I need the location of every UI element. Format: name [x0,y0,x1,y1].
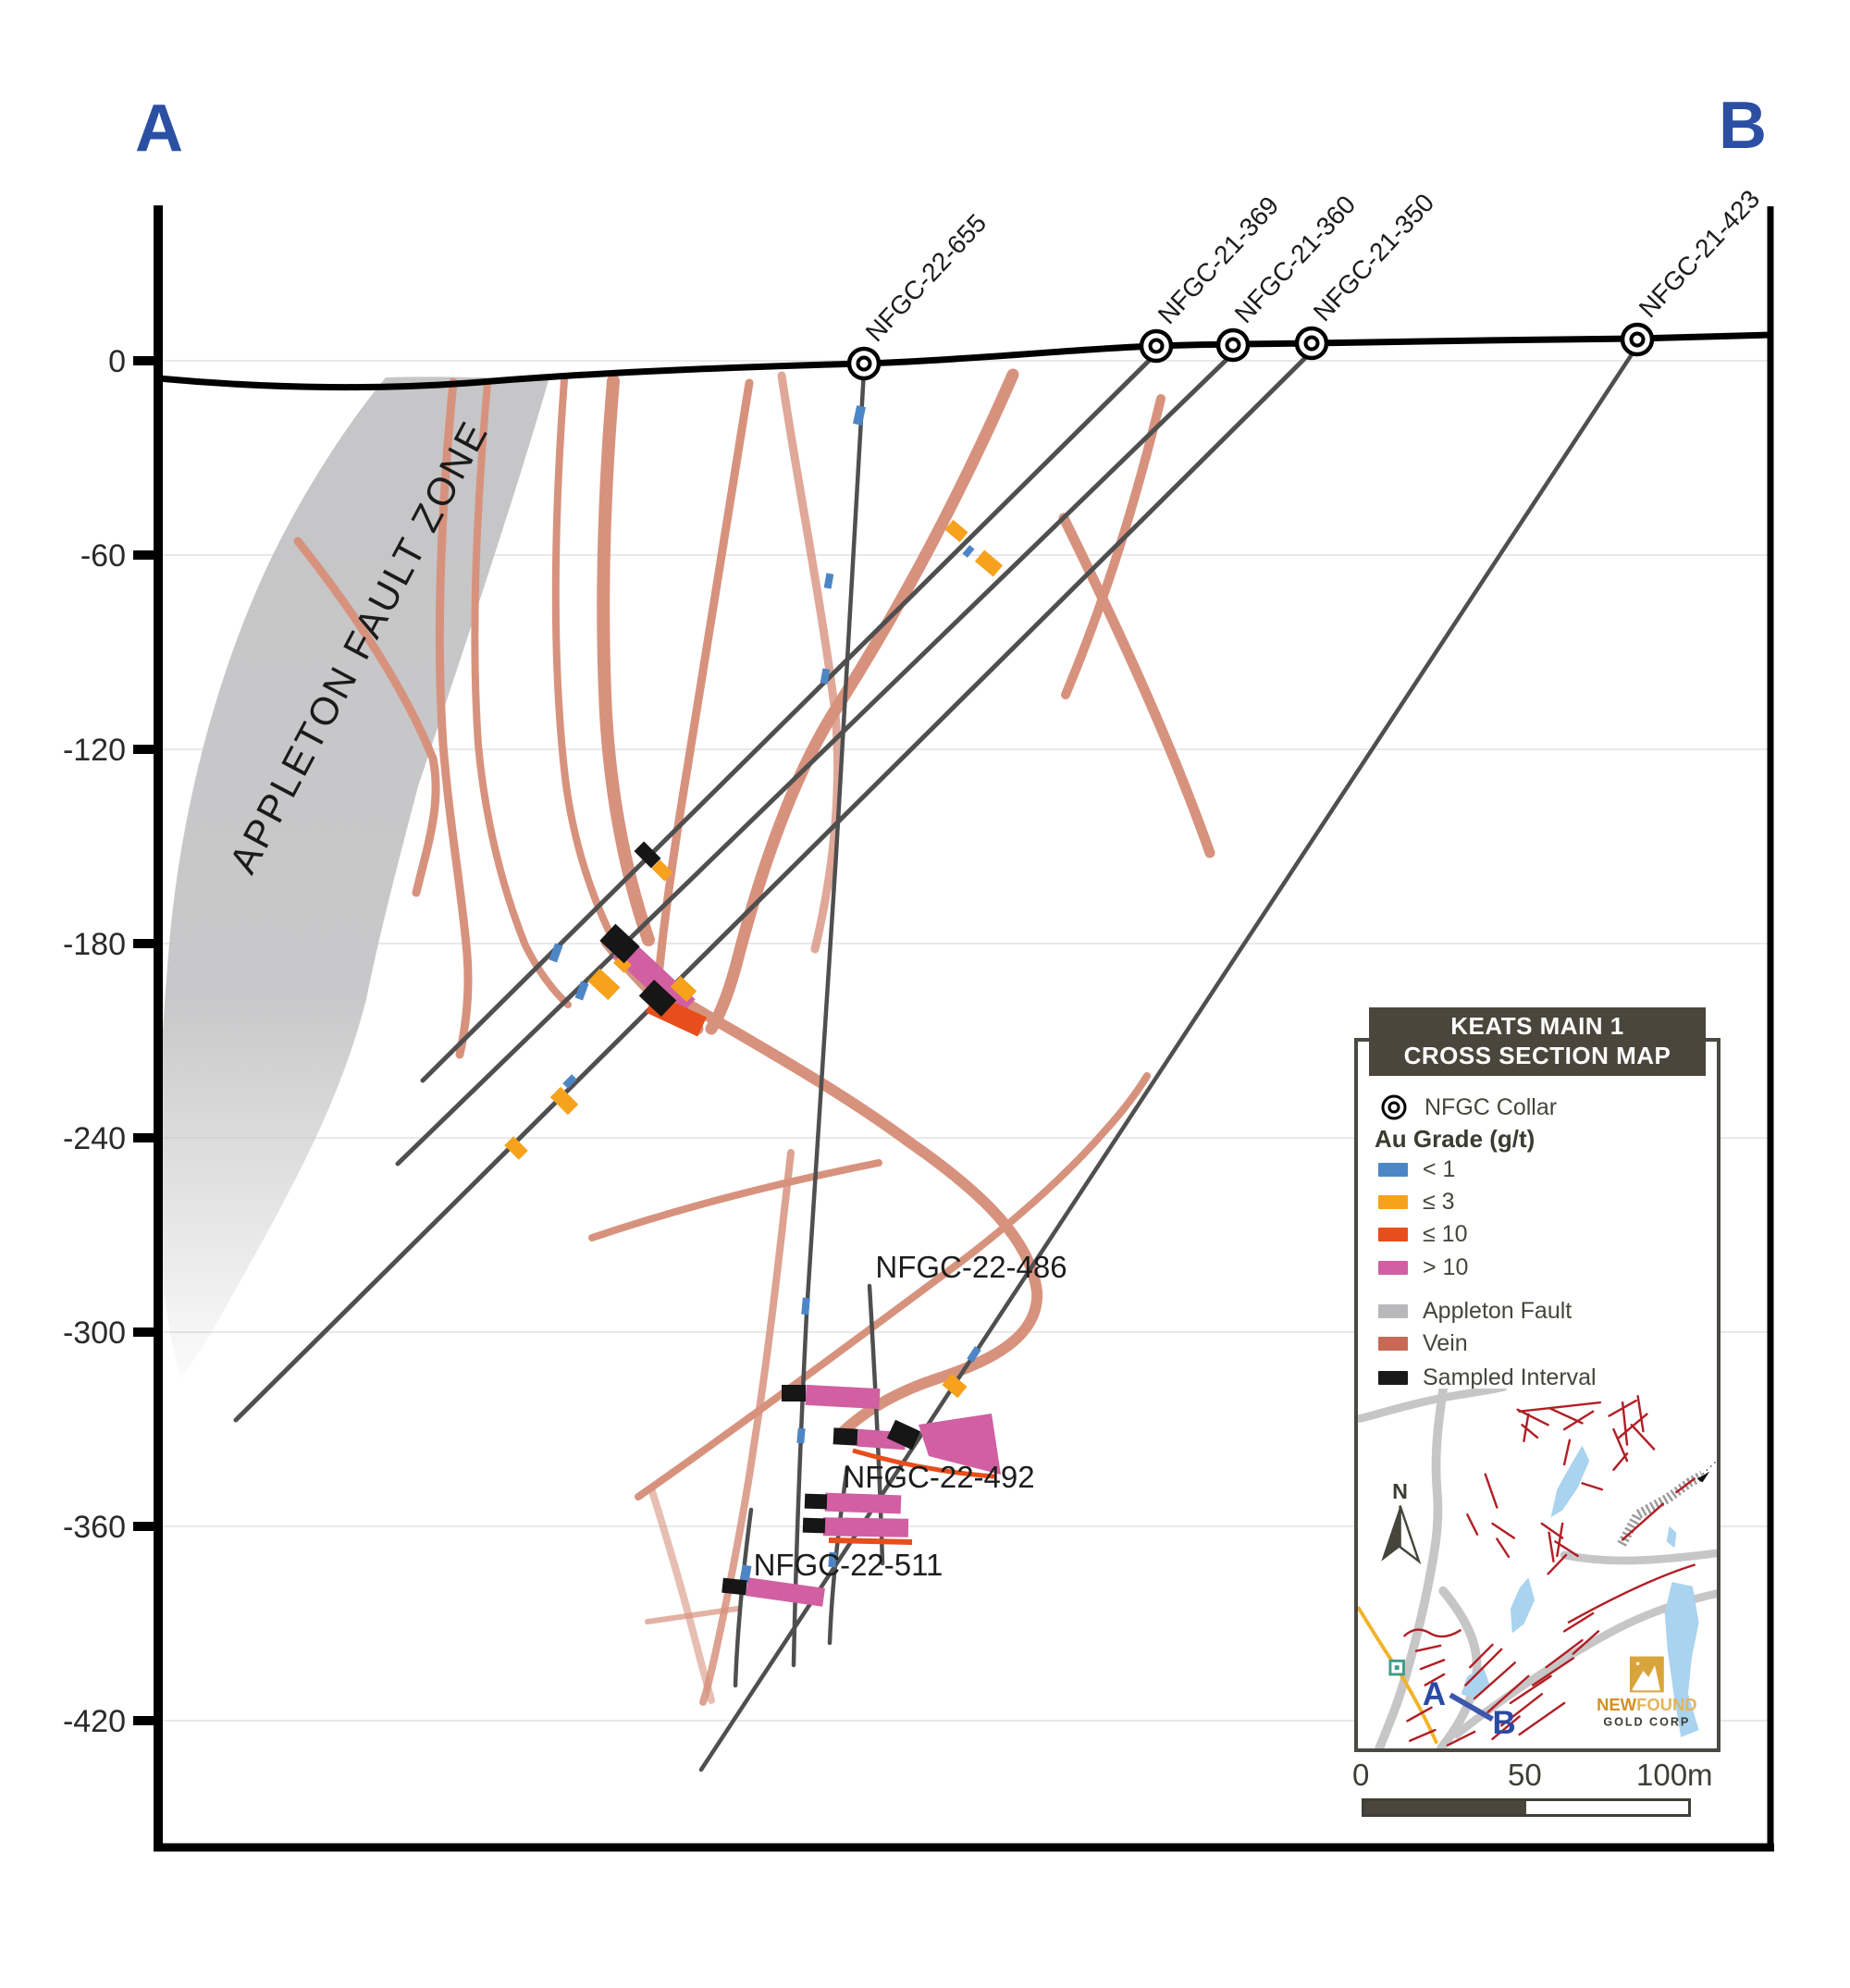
feature-swatch [1378,1303,1408,1318]
scale-start-label: 0 [1352,1758,1370,1792]
feature-swatch [1378,1336,1408,1351]
trace-nfgc-21-369 [420,351,1159,1083]
collar-nfgc-21-350 [1294,326,1329,361]
legend-item-label: ≤ 10 [1423,1220,1468,1247]
logo-subtitle: GOLD CORP [1603,1715,1690,1728]
collar-labels: NFGC-22-655 NFGC-21-369 NFGC-21-360 NFGC… [860,184,1766,347]
drill-collars [846,322,1655,381]
section-frame [154,205,1774,1852]
trace-nfgc-21-360 [395,351,1236,1167]
legend-item-grade-lt1: < 1 [1378,1154,1455,1185]
appleton-fault-zone-polygon [157,377,549,1380]
inset-highway-marker-dot [1394,1665,1400,1671]
hole-label: NFGC-21-423 [1634,184,1766,323]
inset-a-label: A [1423,1676,1446,1712]
drill-hole-traces [233,343,1640,1772]
scale-mid-label: 50 [1508,1758,1542,1792]
scale-bar: 0 50 100m [1352,1756,1720,1817]
legend-title-line2: CROSS SECTION MAP [1403,1041,1671,1069]
svg-text:-360: -360 [63,1510,126,1545]
au-grade-heading: Au Grade (g/t) [1375,1125,1536,1153]
svg-text:-300: -300 [63,1315,126,1351]
svg-text:NEWFOUND: NEWFOUND [1597,1695,1696,1714]
legend-item-label: Sampled Interval [1423,1364,1597,1390]
svg-text:N: N [1392,1479,1408,1503]
legend-item-vein: Vein [1378,1327,1468,1359]
collar-icon [1381,1094,1407,1120]
grade-swatch [1378,1194,1408,1209]
svg-text:-420: -420 [63,1704,126,1739]
legend-title-line1: KEATS MAIN 1 [1450,1012,1624,1040]
inset-arrow [1696,1471,1710,1483]
grade-swatch [1378,1162,1408,1177]
inset-hatched-band [1617,1470,1706,1547]
legend-item-grade-le10: ≤ 10 [1378,1218,1467,1250]
collar-nfgc-21-369 [1139,328,1174,364]
legend-item-label: ≤ 3 [1423,1188,1455,1215]
north-arrow-icon: N [1381,1479,1422,1565]
grade-swatch [1378,1260,1408,1275]
svg-text:-120: -120 [63,733,126,768]
inset-fault-lines [1358,1389,1717,1748]
inset-location-map: N A B NEWFOUND GOLD CORP [1358,1389,1717,1748]
hole-label: NFGC-22-492 [843,1460,1034,1494]
legend-item-grade-le3: ≤ 3 [1378,1186,1455,1217]
hole-label: NFGC-22-511 [754,1548,944,1582]
feature-swatch [1378,1370,1408,1385]
svg-text:-60: -60 [80,538,126,574]
legend-item-label: < 1 [1423,1155,1456,1182]
section-endpoint-a: A [135,92,183,166]
vein-network [293,368,1215,1706]
inset-section-line: A B [1423,1676,1516,1741]
scale-bar-filled-half [1364,1801,1526,1814]
legend-item-collar: NFGC Collar [1378,1092,1557,1123]
inset-dotted-line [1701,1460,1717,1476]
inset-lakes [1461,1445,1699,1737]
surface-topography-line [157,331,1771,391]
inset-b-label: B [1493,1705,1516,1741]
legend-title: KEATS MAIN 1 CROSS SECTION MAP [1369,1007,1706,1077]
svg-text:0: 0 [108,344,126,379]
svg-text:-240: -240 [63,1121,126,1156]
hole-label: NFGC-22-655 [860,208,993,347]
legend-item-label: Vein [1423,1329,1468,1356]
inset-vein-lines [1403,1395,1696,1747]
legend-item-sampled-interval: Sampled Interval [1378,1362,1597,1393]
collar-nfgc-22-655 [846,346,882,381]
depth-ticks [133,356,158,1725]
legend-item-grade-gt10: > 10 [1378,1252,1468,1283]
trace-nfgc-22-655 [791,367,867,1668]
svg-text:-180: -180 [63,927,126,962]
hole-label: NFGC-22-486 [875,1250,1067,1284]
grade-swatch [1378,1227,1408,1241]
newfound-gold-logo: NEWFOUND GOLD CORP [1597,1656,1697,1728]
legend-item-label: Appleton Fault [1423,1297,1572,1324]
depth-tick-labels: 0 -60 -120 -180 -240 -300 -360 -420 [63,344,126,1739]
trace-nfgc-21-350 [233,349,1314,1423]
legend-item-label: > 10 [1423,1253,1469,1280]
section-endpoint-b: B [1719,89,1767,163]
trace-nfgc-22-511 [733,1507,754,1688]
collar-nfgc-21-360 [1215,327,1251,363]
grade-interval-markers [504,405,1004,1607]
legend-item-label: NFGC Collar [1424,1093,1558,1120]
trace-labels: NFGC-22-486 NFGC-22-492 NFGC-22-511 [754,1250,1067,1582]
legend-item-appleton-fault: Appleton Fault [1378,1295,1572,1327]
scale-end-label: 100m [1636,1758,1713,1792]
collar-nfgc-21-423 [1620,322,1655,357]
scale-bar-rule [1362,1798,1691,1817]
legend-panel: KEATS MAIN 1 CROSS SECTION MAP NFGC Coll… [1354,1007,1720,1752]
